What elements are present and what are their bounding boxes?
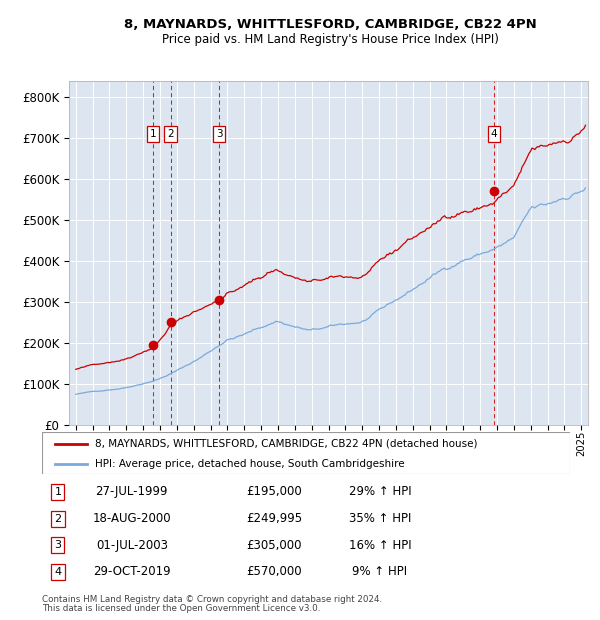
Text: 18-AUG-2000: 18-AUG-2000 bbox=[92, 512, 171, 525]
Text: £195,000: £195,000 bbox=[247, 485, 302, 498]
Text: 4: 4 bbox=[54, 567, 61, 577]
Text: HPI: Average price, detached house, South Cambridgeshire: HPI: Average price, detached house, Sout… bbox=[95, 459, 404, 469]
Text: 27-JUL-1999: 27-JUL-1999 bbox=[95, 485, 168, 498]
Text: This data is licensed under the Open Government Licence v3.0.: This data is licensed under the Open Gov… bbox=[42, 604, 320, 613]
Text: 9% ↑ HPI: 9% ↑ HPI bbox=[352, 565, 407, 578]
Text: 8, MAYNARDS, WHITTLESFORD, CAMBRIDGE, CB22 4PN (detached house): 8, MAYNARDS, WHITTLESFORD, CAMBRIDGE, CB… bbox=[95, 438, 478, 448]
Text: 4: 4 bbox=[491, 129, 497, 139]
Text: 29-OCT-2019: 29-OCT-2019 bbox=[93, 565, 170, 578]
Text: 1: 1 bbox=[55, 487, 61, 497]
Text: 35% ↑ HPI: 35% ↑ HPI bbox=[349, 512, 411, 525]
Text: £305,000: £305,000 bbox=[247, 539, 302, 552]
Text: Contains HM Land Registry data © Crown copyright and database right 2024.: Contains HM Land Registry data © Crown c… bbox=[42, 595, 382, 604]
Text: 01-JUL-2003: 01-JUL-2003 bbox=[96, 539, 168, 552]
Text: 29% ↑ HPI: 29% ↑ HPI bbox=[349, 485, 411, 498]
Text: 3: 3 bbox=[215, 129, 222, 139]
Text: 16% ↑ HPI: 16% ↑ HPI bbox=[349, 539, 411, 552]
Text: Price paid vs. HM Land Registry's House Price Index (HPI): Price paid vs. HM Land Registry's House … bbox=[161, 33, 499, 45]
Text: £570,000: £570,000 bbox=[247, 565, 302, 578]
Text: 1: 1 bbox=[149, 129, 156, 139]
Text: 2: 2 bbox=[167, 129, 174, 139]
Text: £249,995: £249,995 bbox=[246, 512, 302, 525]
Text: 8, MAYNARDS, WHITTLESFORD, CAMBRIDGE, CB22 4PN: 8, MAYNARDS, WHITTLESFORD, CAMBRIDGE, CB… bbox=[124, 19, 536, 31]
Text: 3: 3 bbox=[55, 540, 61, 551]
FancyBboxPatch shape bbox=[42, 432, 570, 474]
Text: 2: 2 bbox=[54, 513, 61, 524]
